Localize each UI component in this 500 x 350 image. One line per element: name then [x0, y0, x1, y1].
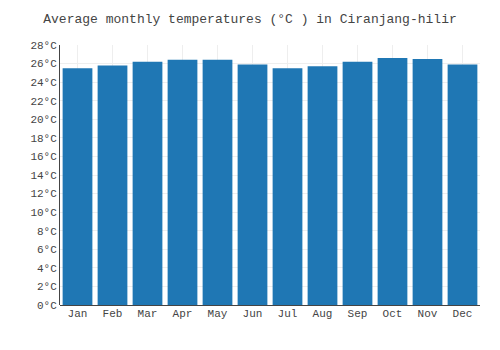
- svg-text:22°C: 22°C: [30, 96, 57, 108]
- svg-text:Nov: Nov: [418, 308, 438, 320]
- svg-text:14°C: 14°C: [30, 170, 57, 182]
- svg-text:6°C: 6°C: [37, 244, 57, 256]
- svg-text:12°C: 12°C: [30, 188, 57, 200]
- svg-text:Dec: Dec: [453, 308, 473, 320]
- svg-text:Mar: Mar: [138, 308, 158, 320]
- svg-text:Jun: Jun: [243, 308, 263, 320]
- svg-text:Jul: Jul: [278, 308, 298, 320]
- svg-text:0°C: 0°C: [37, 300, 57, 312]
- svg-text:16°C: 16°C: [30, 151, 57, 163]
- svg-text:2°C: 2°C: [37, 281, 57, 293]
- svg-text:20°C: 20°C: [30, 114, 57, 126]
- svg-text:8°C: 8°C: [37, 226, 57, 238]
- svg-text:24°C: 24°C: [30, 77, 57, 89]
- svg-text:Sep: Sep: [348, 308, 368, 320]
- svg-text:Apr: Apr: [173, 308, 193, 320]
- svg-text:18°C: 18°C: [30, 133, 57, 145]
- svg-text:Oct: Oct: [383, 308, 403, 320]
- svg-text:10°C: 10°C: [30, 207, 57, 219]
- svg-text:Aug: Aug: [313, 308, 333, 320]
- svg-text:Average monthly temperatures (: Average monthly temperatures (°C ) in Ci…: [43, 12, 456, 27]
- svg-text:Jan: Jan: [68, 308, 88, 320]
- svg-text:Feb: Feb: [103, 308, 123, 320]
- svg-text:28°C: 28°C: [30, 40, 57, 52]
- svg-text:4°C: 4°C: [37, 263, 57, 275]
- svg-text:26°C: 26°C: [30, 58, 57, 70]
- svg-text:May: May: [208, 308, 228, 320]
